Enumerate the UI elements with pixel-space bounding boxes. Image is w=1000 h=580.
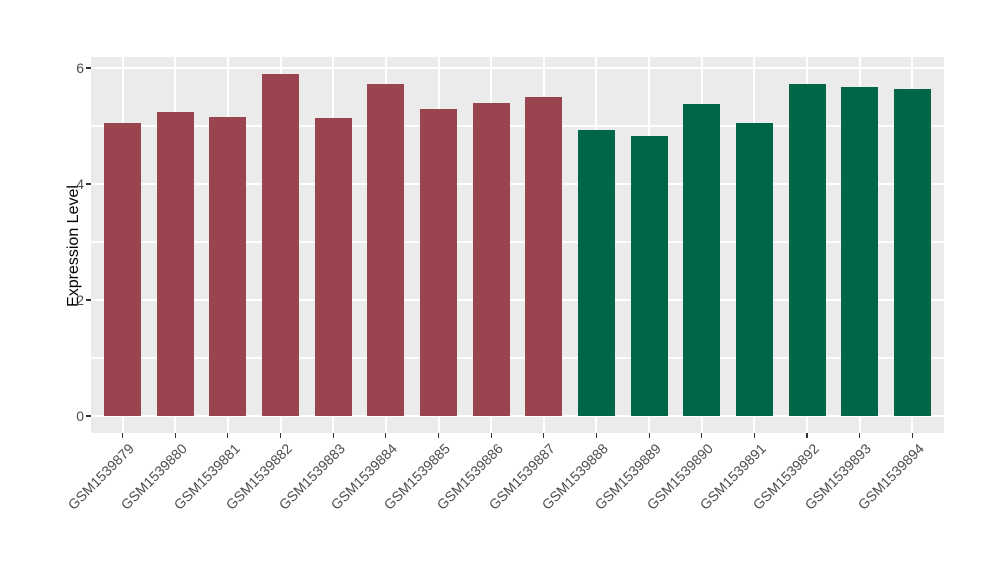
bar	[156, 112, 194, 416]
bar	[735, 122, 773, 416]
bar	[683, 103, 721, 416]
x-tick-mark	[648, 433, 650, 438]
h-gridline-major	[91, 415, 944, 417]
y-tick-mark	[86, 299, 91, 301]
x-tick-mark	[543, 433, 545, 438]
x-tick-mark	[279, 433, 282, 438]
x-tick-mark	[174, 433, 176, 438]
bar	[472, 102, 510, 416]
y-tick-mark	[86, 67, 91, 69]
y-tick-mark	[86, 415, 91, 417]
x-tick-mark	[437, 433, 440, 438]
bar	[630, 135, 668, 416]
x-tick-mark	[859, 433, 861, 438]
bar	[209, 117, 247, 416]
y-tick-label: 2	[76, 292, 84, 308]
x-tick-mark	[332, 433, 334, 438]
y-tick-label: 0	[76, 408, 84, 424]
x-tick-mark	[911, 433, 913, 438]
x-tick-mark	[227, 433, 229, 438]
bar	[893, 88, 931, 416]
x-tick-mark	[701, 433, 703, 438]
h-gridline-minor	[91, 241, 944, 243]
h-gridline-major	[91, 183, 944, 185]
plot-panel	[91, 57, 944, 433]
y-tick-label: 6	[76, 60, 84, 76]
bar	[841, 86, 879, 416]
h-gridline-major	[91, 299, 944, 301]
y-tick-label: 4	[76, 176, 84, 192]
h-gridline-minor	[91, 125, 944, 127]
bar	[367, 84, 405, 416]
y-tick-mark	[86, 183, 91, 185]
h-gridline-minor	[91, 357, 944, 359]
x-tick-mark	[385, 433, 387, 438]
bar	[262, 73, 300, 416]
x-tick-mark	[121, 433, 124, 438]
x-tick-mark	[753, 433, 756, 438]
x-tick-mark	[490, 433, 492, 438]
x-tick-mark	[595, 433, 598, 438]
bar	[314, 117, 352, 416]
bar	[420, 109, 458, 416]
bar	[104, 123, 142, 416]
bar	[577, 130, 615, 416]
h-gridline-major	[91, 67, 944, 69]
bar	[525, 97, 563, 416]
bar	[788, 83, 826, 416]
x-tick-mark	[806, 433, 808, 438]
